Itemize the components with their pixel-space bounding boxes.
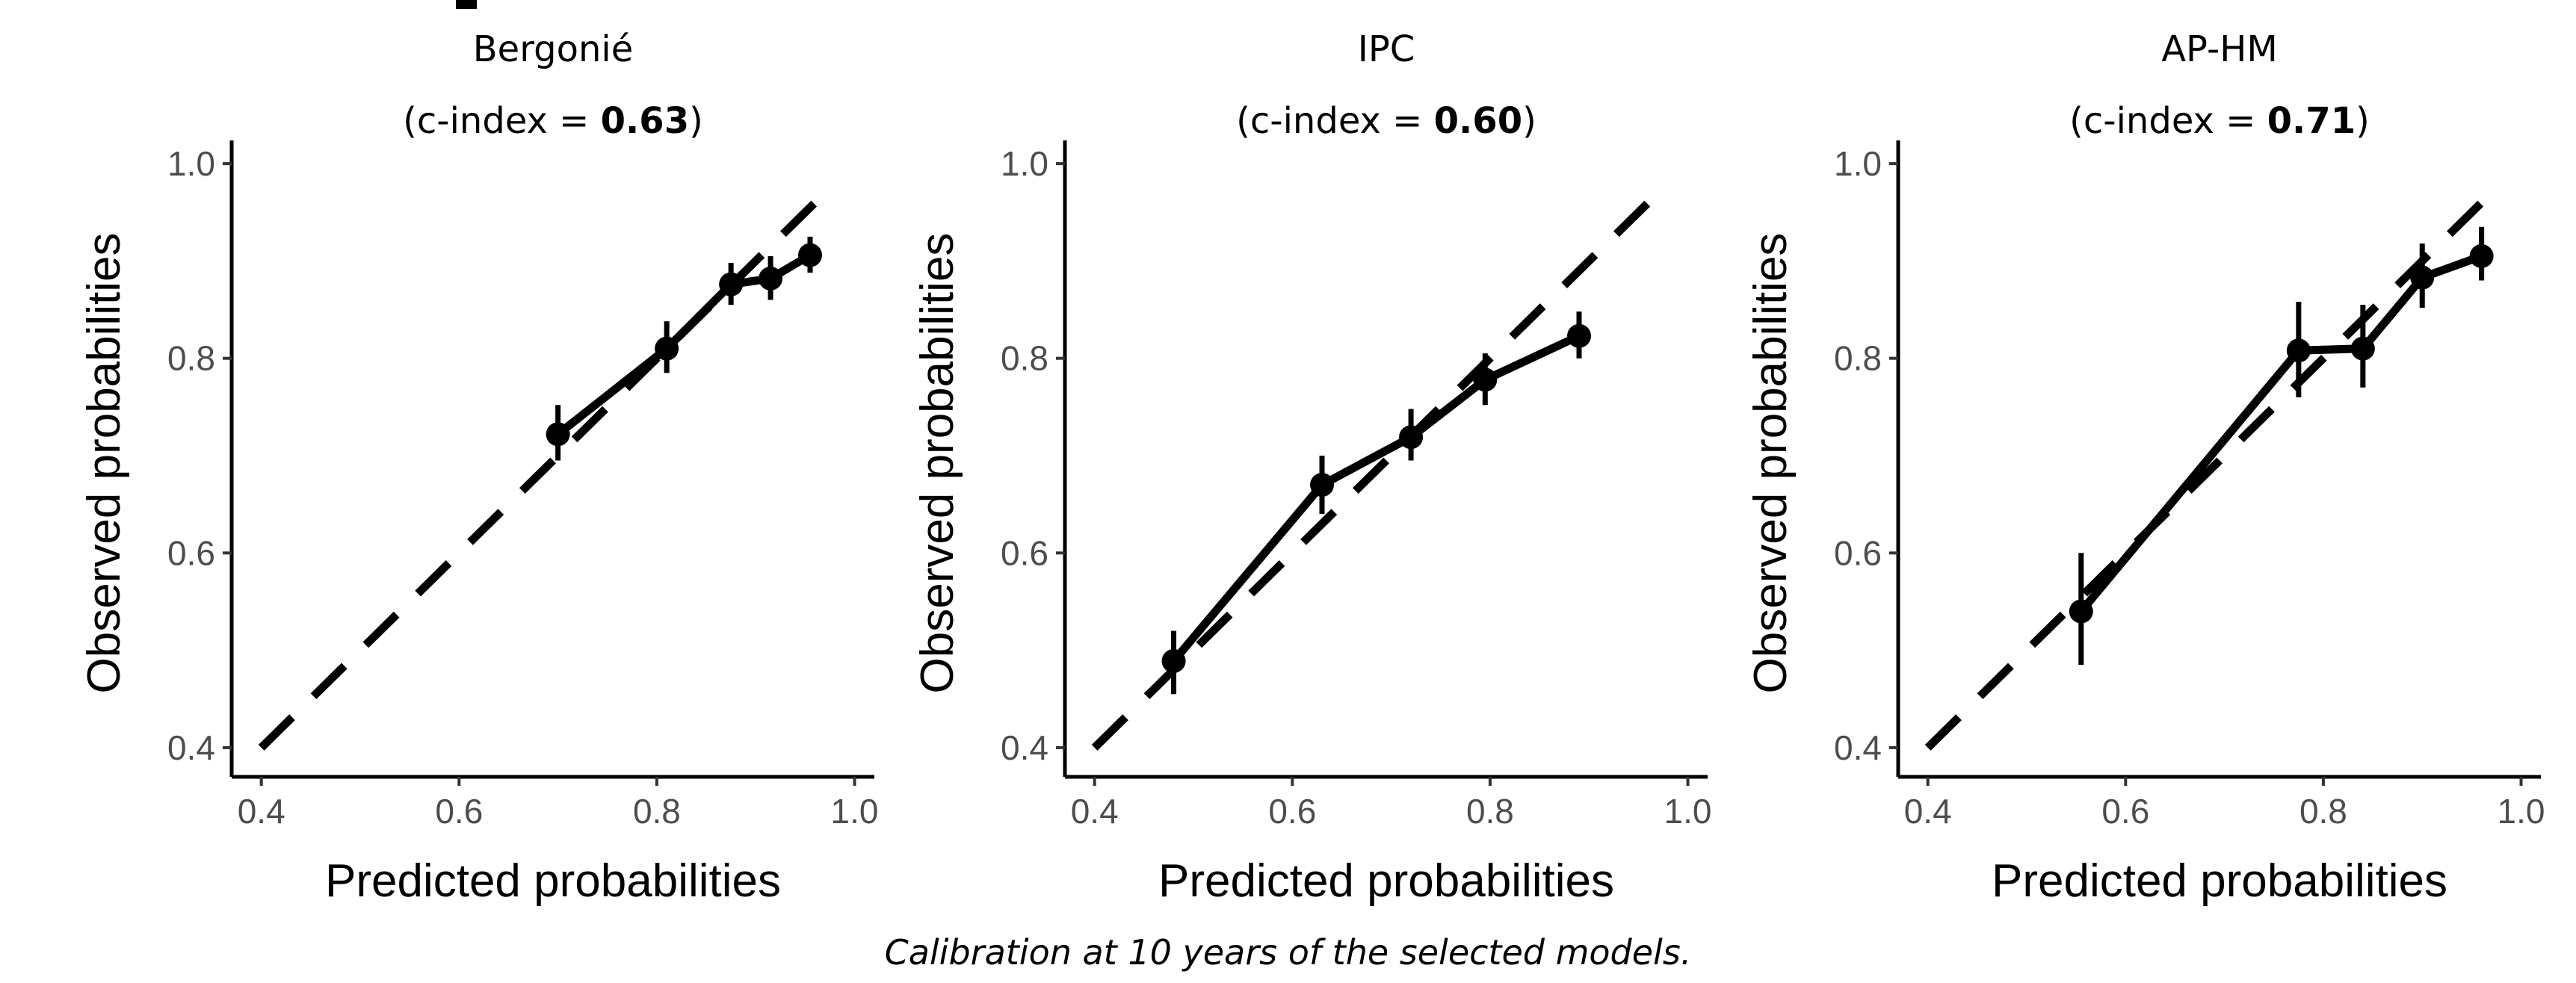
calibration-curve (1170, 332, 1581, 664)
data-point (2350, 336, 2375, 361)
y-axis-title: Observed probabilities (912, 233, 963, 694)
panel-title: AP-HM (2161, 28, 2278, 70)
data-point (1310, 473, 1334, 497)
y-tick-label: 1.0 (1834, 144, 1882, 183)
calibration-panel-2: IPC (c-index = 0.60) 0.4 0.6 0.8 1.0 0.4 0.6 0.8… (912, 28, 1712, 907)
panel-subtitle: (c-index = 0.71) (2069, 100, 2370, 142)
x-tick-label: 0.8 (2299, 792, 2347, 831)
reference-diagonal (1091, 180, 1671, 751)
truncated-header-fragment (456, 0, 477, 9)
figure-caption: Calibration at 10 years of the selected … (884, 932, 1692, 973)
data-point (2469, 244, 2494, 268)
x-axis-title: Predicted probabilities (325, 855, 781, 907)
data-point (546, 422, 570, 447)
data-point (1473, 368, 1498, 392)
y-axis-title: Observed probabilities (78, 233, 130, 694)
panel-subtitle: (c-index = 0.63) (403, 100, 703, 142)
data-point (2069, 599, 2093, 624)
x-tick-label: 0.6 (435, 792, 483, 831)
reference-diagonal (258, 180, 838, 751)
x-tick-label: 1.0 (831, 792, 879, 831)
y-axis-title: Observed probabilities (1745, 233, 1797, 694)
subtitle-prefix: (c-index = (403, 100, 601, 142)
y-tick-label: 0.6 (1001, 533, 1048, 572)
x-tick-label: 0.6 (1268, 792, 1316, 831)
y-tick-label: 0.8 (1834, 339, 1882, 378)
c-index-value: 0.60 (1434, 100, 1522, 142)
y-tick-label: 0.4 (1001, 728, 1048, 767)
y-tick-label: 1.0 (1001, 144, 1048, 183)
y-tick-label: 0.6 (167, 533, 215, 572)
y-tick-label: 0.8 (167, 339, 215, 378)
calibration-curve (2078, 252, 2483, 615)
data-point (655, 336, 679, 361)
y-tick-label: 0.4 (167, 728, 215, 767)
data-point (1161, 648, 1186, 673)
panel-title: IPC (1358, 28, 1415, 70)
x-axis-title: Predicted probabilities (1992, 855, 2447, 907)
x-tick-label: 0.8 (1466, 792, 1514, 831)
subtitle-prefix: (c-index = (1236, 100, 1434, 142)
x-tick-label: 1.0 (1664, 792, 1712, 831)
data-point (798, 243, 822, 267)
subtitle-suffix: ) (1522, 100, 1536, 142)
subtitle-suffix: ) (2356, 100, 2370, 142)
panel-title: Bergonié (473, 28, 633, 70)
x-tick-label: 0.4 (1904, 792, 1952, 831)
y-tick-label: 0.8 (1001, 339, 1048, 378)
x-tick-label: 0.4 (1071, 792, 1119, 831)
data-point (2410, 265, 2435, 290)
calibration-panel-1: Bergonié (c-index = 0.63) 0.4 0.6 0.8 1.0 0.4 0… (78, 28, 879, 907)
data-point (719, 272, 744, 297)
x-tick-label: 0.4 (238, 792, 285, 831)
calibration-panel-3: AP-HM (c-index = 0.71) 0.4 0.6 0.8 1.0 0.4 0.6 0… (1745, 28, 2545, 907)
data-point (2286, 338, 2311, 363)
y-tick-label: 0.6 (1834, 533, 1882, 572)
c-index-value: 0.71 (2267, 100, 2356, 142)
data-point (759, 266, 783, 291)
subtitle-suffix: ) (689, 100, 703, 142)
data-point (1567, 323, 1591, 348)
y-tick-label: 0.4 (1834, 728, 1882, 767)
y-tick-label: 1.0 (167, 144, 215, 183)
c-index-value: 0.63 (601, 100, 689, 142)
x-tick-label: 1.0 (2498, 792, 2545, 831)
panel-subtitle: (c-index = 0.60) (1236, 100, 1536, 142)
reference-diagonal (1924, 180, 2504, 751)
subtitle-prefix: (c-index = (2069, 100, 2267, 142)
x-axis-title: Predicted probabilities (1158, 855, 1614, 907)
x-tick-label: 0.6 (2101, 792, 2149, 831)
data-point (1399, 425, 1424, 450)
x-tick-label: 0.8 (633, 792, 681, 831)
